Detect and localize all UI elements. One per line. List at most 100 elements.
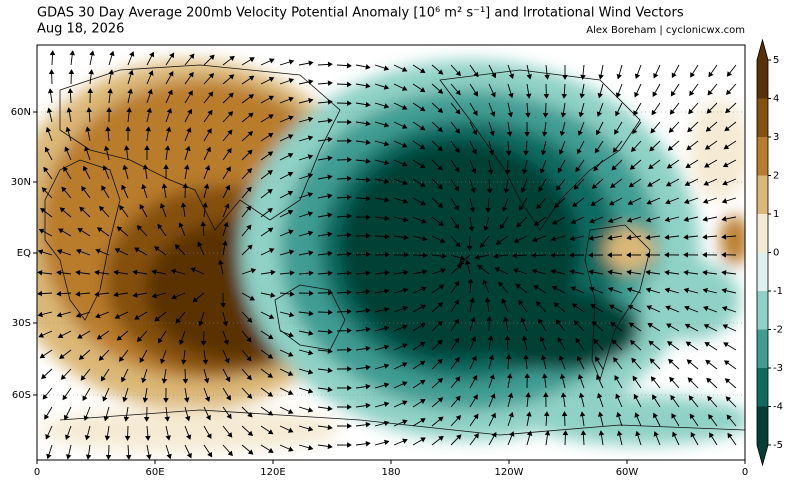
wind-arrow-head bbox=[183, 397, 190, 403]
colorbar-tick-label: 0 bbox=[773, 248, 779, 259]
wind-arrow-head bbox=[685, 341, 692, 347]
wind-arrow-head bbox=[422, 235, 428, 242]
wind-arrow-head bbox=[543, 392, 549, 398]
wind-arrow-head bbox=[246, 168, 253, 174]
wind-arrow-head bbox=[187, 90, 193, 96]
wind-arrow-head bbox=[615, 92, 622, 98]
wind-arrow-head bbox=[503, 316, 509, 322]
wind-arrow-head bbox=[37, 290, 43, 297]
wind-arrow-head bbox=[248, 112, 254, 118]
wind-arrow-head bbox=[647, 181, 653, 187]
wind-arrow-head bbox=[222, 321, 229, 327]
wind-arrow-head bbox=[523, 150, 529, 156]
wind-arrow-head bbox=[531, 268, 538, 275]
wind-arrow-head bbox=[229, 55, 235, 62]
wind-arrow-head bbox=[143, 416, 150, 422]
wind-arrow-head bbox=[404, 252, 409, 258]
wind-arrow-head bbox=[267, 372, 273, 378]
wind-arrow-head bbox=[513, 237, 520, 243]
wind-arrow-head bbox=[327, 289, 333, 296]
wind-arrow-head bbox=[482, 279, 488, 285]
wind-arrow-head bbox=[688, 395, 694, 401]
wind-arrow-head bbox=[307, 426, 314, 432]
wind-arrow-head bbox=[454, 205, 459, 211]
wind-arrow-head bbox=[365, 270, 371, 276]
wind-arrow-head bbox=[401, 66, 408, 72]
wind-arrow-head bbox=[402, 142, 408, 148]
wind-arrow-head bbox=[608, 200, 615, 206]
wind-arrow-head bbox=[347, 366, 352, 372]
wind-arrow-head bbox=[223, 339, 229, 346]
wind-arrow-head bbox=[179, 339, 185, 346]
wind-arrow-head bbox=[420, 399, 426, 404]
wind-arrow-head bbox=[509, 431, 515, 437]
wind-arrow-head bbox=[649, 358, 655, 364]
wind-arrow-head bbox=[573, 184, 580, 190]
wind-arrow-head bbox=[723, 342, 729, 348]
wind-arrow-head bbox=[105, 126, 111, 132]
wind-arrow-head bbox=[246, 393, 253, 399]
wind-arrow-head bbox=[651, 109, 657, 116]
wind-arrow-head bbox=[64, 146, 70, 152]
wind-arrow-head bbox=[327, 193, 333, 199]
wind-arrow-head bbox=[247, 412, 253, 418]
wind-arrow-head bbox=[572, 201, 578, 207]
wind-arrow-head bbox=[116, 335, 123, 341]
shade bbox=[605, 228, 655, 272]
wind-arrow-head bbox=[61, 186, 67, 193]
wind-arrow-head bbox=[690, 431, 696, 438]
wind-arrow-head bbox=[437, 126, 443, 133]
wind-arrow-head bbox=[60, 374, 67, 380]
wind-arrow-head bbox=[165, 126, 172, 132]
wind-arrow-head bbox=[672, 431, 678, 438]
wind-arrow-head bbox=[39, 353, 46, 359]
wind-arrow-head bbox=[327, 231, 333, 238]
wind-arrow-head bbox=[706, 108, 712, 114]
wind-arrow-head bbox=[327, 61, 333, 68]
wind-arrow-head bbox=[647, 323, 653, 329]
wind-arrow-head bbox=[287, 134, 294, 140]
wind-arrow-head bbox=[455, 89, 461, 96]
wind-arrow-head bbox=[569, 252, 575, 258]
wind-arrow-head bbox=[490, 91, 496, 98]
wind-arrow-head bbox=[684, 180, 691, 186]
wind-arrow-head bbox=[455, 70, 461, 77]
wind-arrow-head bbox=[470, 316, 476, 323]
wind-arrow-head bbox=[46, 107, 53, 113]
wind-arrow-head bbox=[327, 80, 333, 86]
wind-arrow-head bbox=[512, 268, 519, 274]
wind-arrow-head bbox=[366, 214, 371, 220]
wind-arrow-head bbox=[225, 376, 231, 383]
wind-arrow-head bbox=[471, 148, 477, 155]
wind-arrow-head bbox=[146, 107, 152, 113]
africa bbox=[44, 159, 121, 321]
wind-arrow-head bbox=[578, 111, 585, 118]
wind-arrow-head bbox=[402, 287, 409, 294]
wind-arrow-head bbox=[645, 217, 652, 223]
wind-arrow-head bbox=[161, 183, 168, 189]
wind-arrow-head bbox=[346, 308, 352, 315]
wind-arrow-head bbox=[113, 269, 119, 276]
wind-arrow-head bbox=[473, 433, 479, 439]
colorbar-band bbox=[757, 291, 768, 330]
wind-arrow-head bbox=[384, 270, 390, 276]
wind-arrow-head bbox=[626, 287, 633, 293]
wind-arrow-head bbox=[653, 72, 659, 79]
wind-arrow-head bbox=[383, 344, 390, 350]
wind-arrow-head bbox=[267, 170, 273, 176]
wind-arrow-head bbox=[307, 173, 314, 179]
wind-arrow-head bbox=[145, 435, 151, 441]
wind-arrow-head bbox=[454, 318, 459, 324]
wind-arrow-head bbox=[267, 429, 274, 435]
wind-arrow-head bbox=[664, 234, 670, 240]
wind-arrow-head bbox=[485, 207, 492, 213]
wind-arrow-head bbox=[146, 454, 152, 460]
wind-arrow-head bbox=[503, 188, 510, 194]
wind-arrow-head bbox=[629, 164, 636, 170]
wind-arrow-head bbox=[268, 77, 275, 83]
wind-arrow-head bbox=[493, 253, 499, 259]
wind-arrow-head bbox=[186, 127, 192, 133]
wind-arrow-head bbox=[94, 291, 100, 297]
wind-arrow-head bbox=[37, 249, 44, 255]
wind-arrow-head bbox=[95, 313, 101, 319]
